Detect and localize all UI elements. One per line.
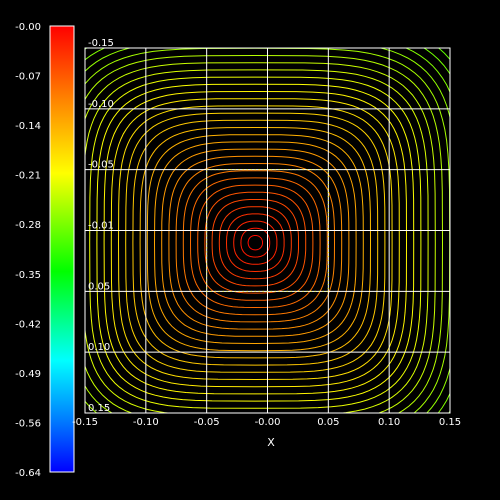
y-tick-labels: -0.15 -0.10 -0.05 -0.01 0.05 0.10 0.15 [88,38,114,414]
contour-line [139,126,372,359]
x-axis-label: X [267,436,275,449]
contour-line [211,199,299,287]
contour-line [85,54,444,413]
y-tick-label: -0.01 [88,221,114,232]
contour-line [132,119,379,366]
colorbar-tick-label: -0.64 [15,468,41,479]
plot-frame [84,47,451,414]
contour-line [85,48,450,413]
x-tick-label: -0.05 [194,417,220,428]
x-tick-label: -0.15 [72,417,98,428]
colorbar-tick-label: -0.00 [15,22,41,33]
colorbar-tick-label: -0.28 [15,220,41,231]
contour-line [85,62,436,413]
colorbar-tick-label: -0.21 [15,171,41,182]
contour-line [146,134,364,352]
contour-line [161,148,350,337]
contour-line [204,191,307,294]
contour-line [247,235,263,251]
x-tick-label: 0.15 [439,417,461,428]
colorbar-tick-label: -0.42 [15,319,41,330]
y-tick-label: 0.10 [88,342,110,353]
x-tick-label: -0.10 [133,417,159,428]
x-tick-labels: -0.15 -0.10 -0.05 -0.00 0.05 0.10 0.15 [72,417,461,428]
x-tick-label: -0.00 [255,417,281,428]
colorbar-tick-label: -0.49 [15,369,41,380]
contour-line [85,69,429,413]
colorbar [49,25,75,473]
contour-line [85,48,450,413]
colorbar-tick-label: -0.14 [15,121,41,132]
x-tick-label: 0.05 [317,417,339,428]
colorbar-tick-label: -0.35 [15,270,41,281]
contour-line [225,213,285,273]
contour-line [110,98,400,388]
y-tick-label: -0.10 [88,99,114,110]
y-tick-label: -0.15 [88,38,114,49]
contour-line [117,105,393,381]
contour-line [189,177,321,309]
colorbar-tick-label: -0.07 [15,72,41,83]
contour-line [168,155,343,330]
contour-line [153,141,357,345]
contour-line [96,83,415,402]
y-tick-label: 0.05 [88,281,110,292]
contour-line [125,112,386,373]
y-tick-label: 0.15 [88,403,110,414]
colorbar-ticks: -0.00 -0.07 -0.14 -0.21 -0.28 -0.35 -0.42 -0.49… [15,22,41,479]
contour-line [103,90,408,395]
contour-line [89,76,422,409]
contour-line [182,170,328,316]
inner-dotted-box [206,169,329,292]
contour-line [218,206,292,280]
contour-line [197,184,314,301]
colorbar-tick-label: -0.56 [15,418,41,429]
y-tick-label: -0.05 [88,160,114,171]
x-tick-label: 0.10 [378,417,400,428]
